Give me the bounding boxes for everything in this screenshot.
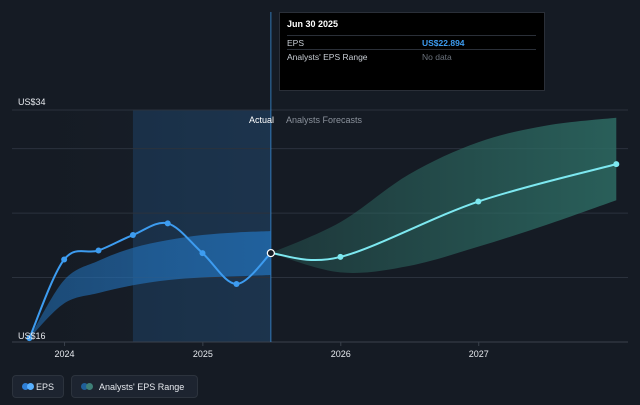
eps-data-point <box>61 256 68 263</box>
tooltip-eps-value: US$22.894 <box>422 38 465 48</box>
eps-data-point <box>26 335 33 342</box>
forecast-section-label: Analysts Forecasts <box>286 115 363 125</box>
tooltip-eps-row: EPS US$22.894 <box>287 35 536 49</box>
legend-eps-button[interactable]: EPS <box>12 375 64 398</box>
eps-data-point <box>199 250 206 257</box>
tooltip-date: Jun 30 2025 <box>287 19 339 29</box>
eps-tooltip: Jun 30 2025 EPS US$22.894 Analysts' EPS … <box>279 12 545 91</box>
eps-legend-icon <box>22 383 34 390</box>
legend-eps-label: EPS <box>35 381 54 392</box>
actual-section-label: Actual <box>249 115 274 125</box>
eps-data-point <box>164 220 171 227</box>
eps-forecast-point <box>337 253 344 260</box>
legend-range-label: Analysts' EPS Range <box>99 381 185 392</box>
eps-data-point <box>233 281 240 287</box>
eps-forecast-point <box>613 161 620 168</box>
tooltip-range-row: Analysts' EPS Range No data <box>287 49 536 63</box>
actual-eps-range-band <box>29 231 271 339</box>
tooltip-range-value: No data <box>422 52 452 62</box>
x-tick-label: 2024 <box>55 349 75 359</box>
x-tick-label: 2027 <box>469 349 489 359</box>
forecast-eps-range-band <box>270 117 617 273</box>
eps-forecast-line <box>270 163 617 261</box>
x-tick-label: 2025 <box>193 349 213 359</box>
tooltip-range-label: Analysts' EPS Range <box>287 52 368 62</box>
eps-data-point <box>266 248 275 258</box>
eps-data-point <box>95 247 102 254</box>
range-legend-icon <box>81 383 93 390</box>
tooltip-eps-label: EPS <box>287 38 305 48</box>
y-tick-label-bottom: US$16 <box>18 331 46 341</box>
legend-range-button[interactable]: Analysts' EPS Range <box>71 375 198 398</box>
x-tick-label: 2026 <box>331 349 351 359</box>
eps-data-point <box>129 232 136 239</box>
eps-forecast-point <box>475 198 482 205</box>
y-tick-label-top: US$34 <box>18 97 46 107</box>
chart-legend: EPS Analysts' EPS Range <box>12 375 198 398</box>
